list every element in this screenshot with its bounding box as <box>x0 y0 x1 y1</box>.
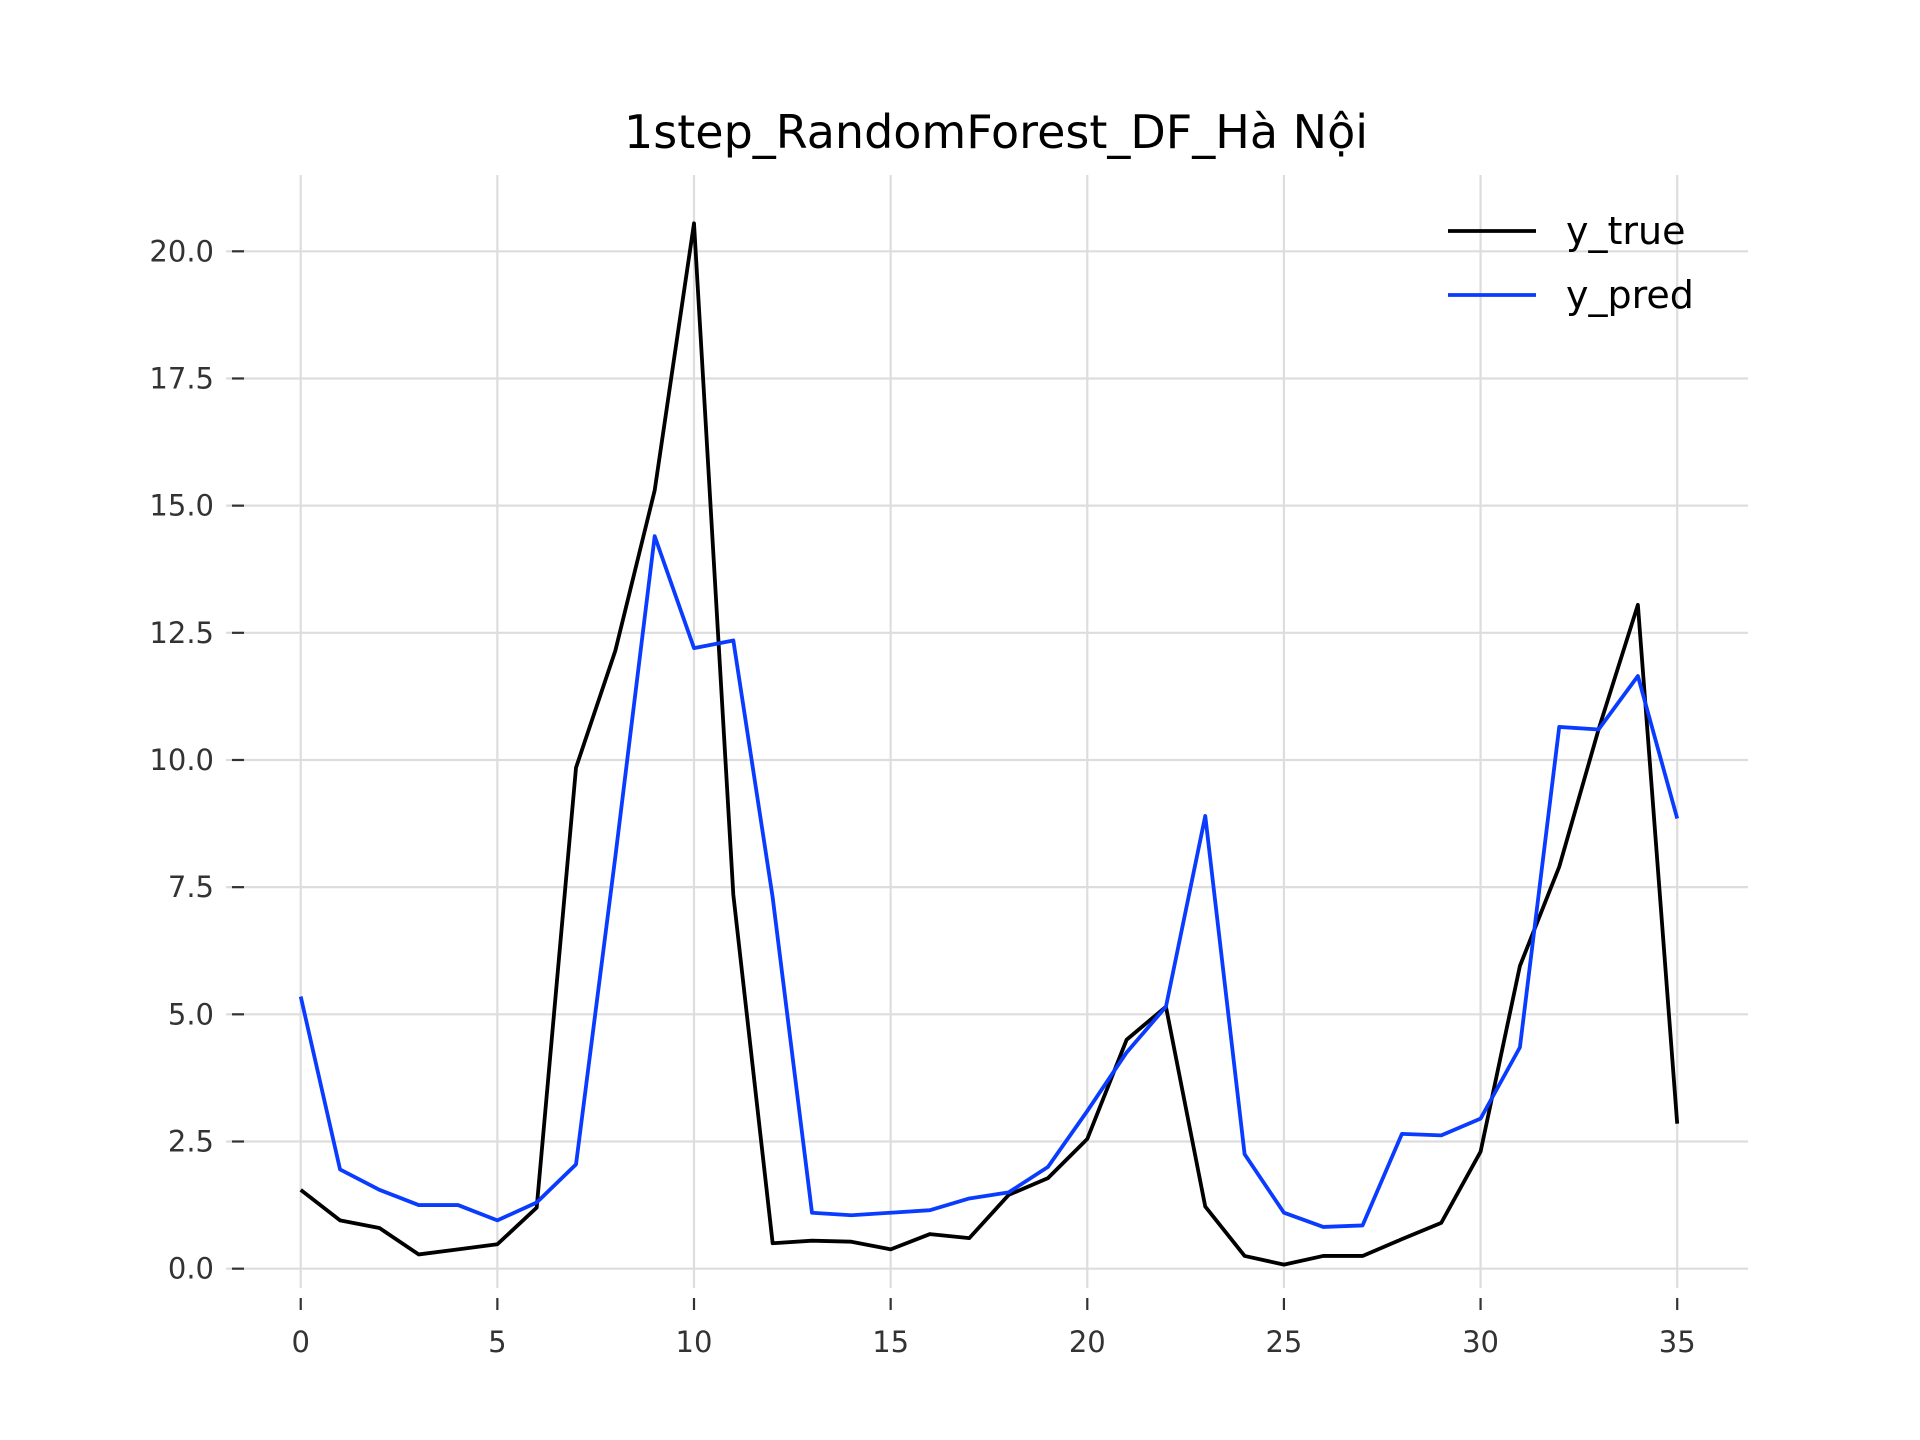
y-tick-label: 0.0 <box>168 1252 214 1286</box>
y-tick-label: 5.0 <box>168 997 214 1031</box>
series-line-y-true <box>299 221 1680 1267</box>
y-tick-label: 7.5 <box>168 870 214 904</box>
y-tick-label: 2.5 <box>168 1124 214 1158</box>
x-tick-label: 30 <box>1462 1325 1499 1359</box>
x-tick-label: 5 <box>488 1325 506 1359</box>
legend-label-y-true: y_true <box>1566 209 1685 253</box>
y-tick-label: 10.0 <box>149 743 214 777</box>
y-tick-label: 12.5 <box>149 616 214 650</box>
x-tick-label: 15 <box>872 1325 909 1359</box>
series-lines <box>298 221 1680 1267</box>
x-tick-label: 20 <box>1069 1325 1106 1359</box>
x-tick-label: 10 <box>676 1325 713 1359</box>
y-tick-label: 17.5 <box>149 361 214 395</box>
legend: y_true y_pred <box>1448 209 1694 317</box>
chart-title: 1step_RandomForest_DF_Hà Nội <box>624 105 1368 159</box>
x-tick-label: 25 <box>1265 1325 1302 1359</box>
legend-label-y-pred: y_pred <box>1566 273 1694 317</box>
x-tick-label: 35 <box>1659 1325 1696 1359</box>
y-tick-label: 20.0 <box>149 234 214 268</box>
axis-ticks: 0 5 10 15 20 25 30 35 0.0 2.5 5.0 7.5 10.0 12.5 15.0 17… <box>149 234 1695 1359</box>
series-line-y-pred <box>298 534 1680 1229</box>
x-tick-label: 0 <box>291 1325 309 1359</box>
grid <box>226 175 1748 1288</box>
y-tick-label: 15.0 <box>149 489 214 523</box>
